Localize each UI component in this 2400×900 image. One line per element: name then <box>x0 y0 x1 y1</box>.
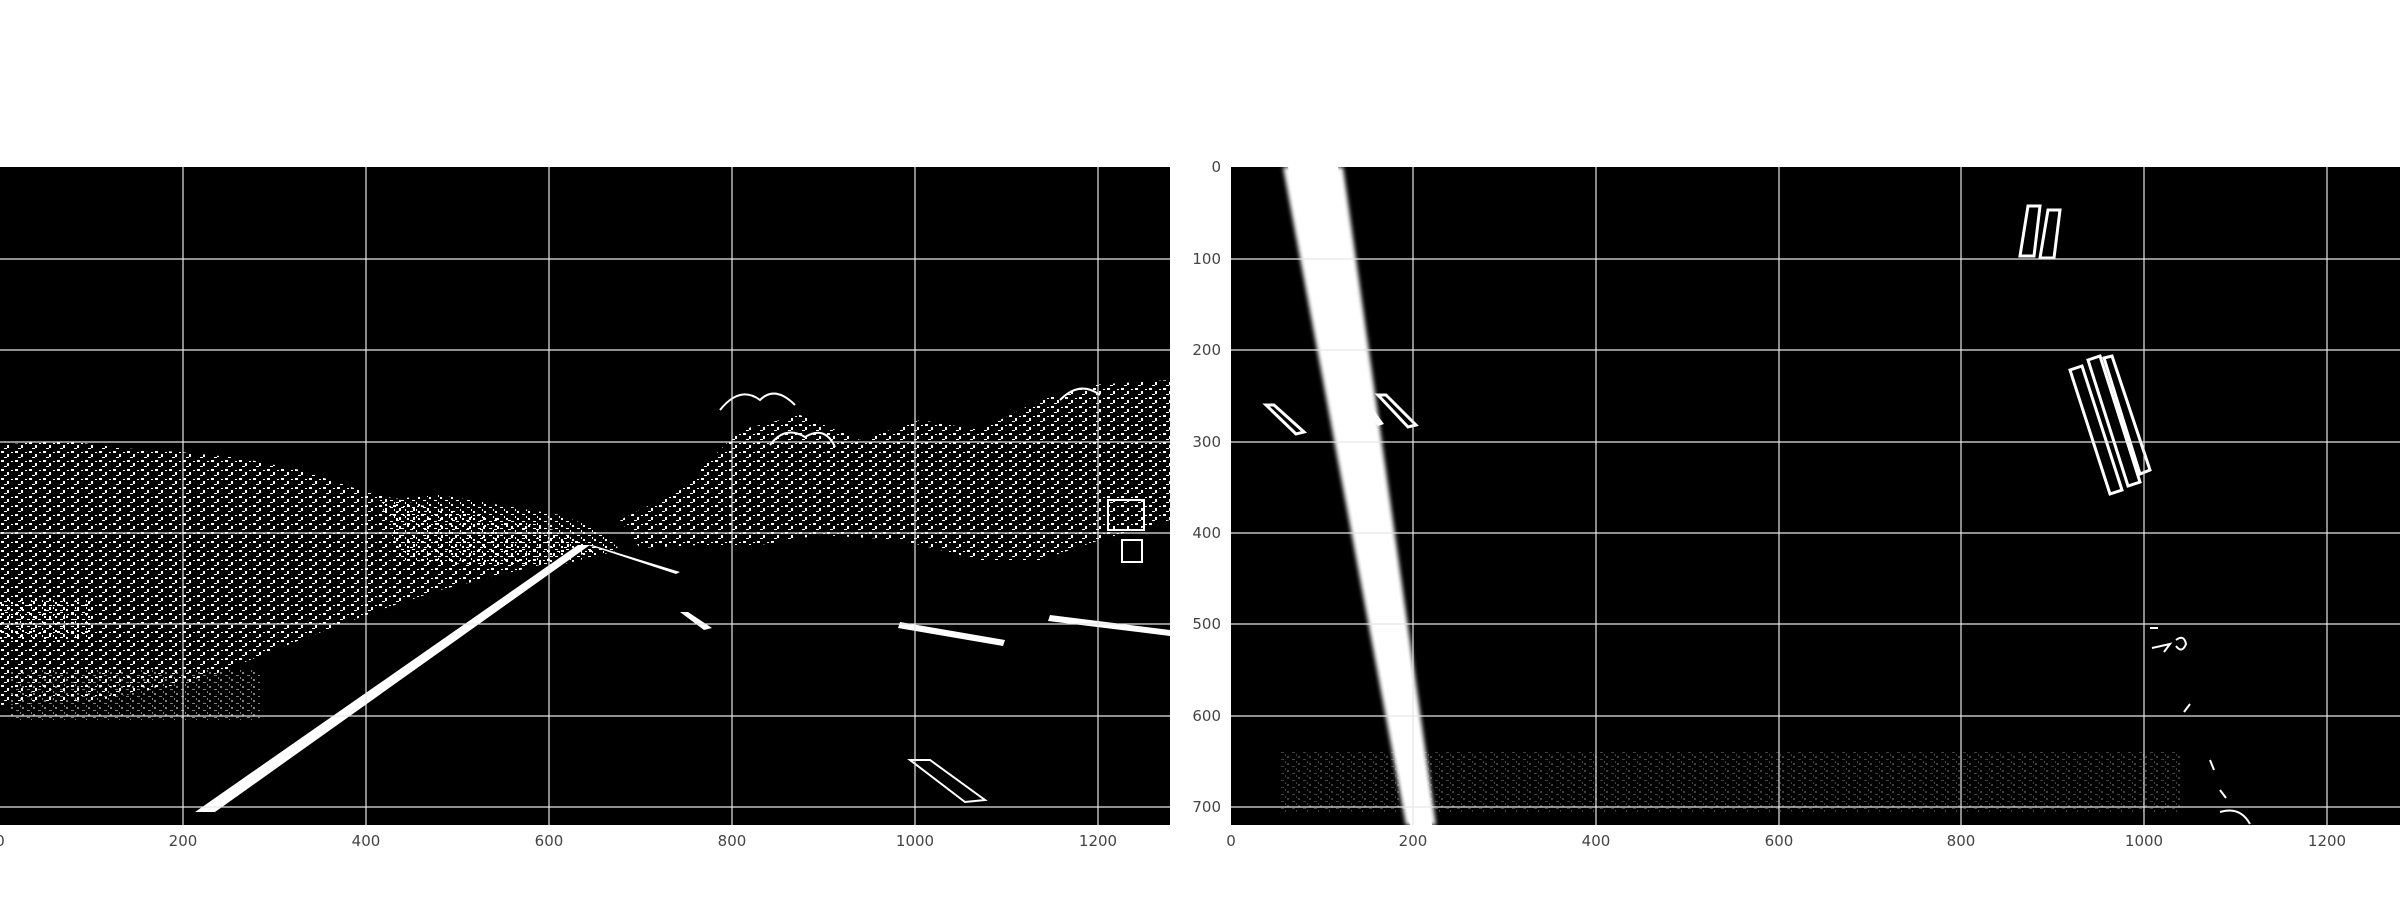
warped-mark-1 <box>1262 403 1308 436</box>
left-roadside-edges <box>0 600 90 640</box>
right-warped-content <box>1262 167 2251 825</box>
left-far-vegetation <box>380 495 620 565</box>
right-y-tick: 100 <box>1192 250 1221 268</box>
right-x-tick: 800 <box>1947 832 1976 850</box>
warped-far-marks-top <box>2018 204 2062 260</box>
lane-dash-4 <box>1048 615 1170 636</box>
left-x-axis: 0 200 400 600 800 1000 1200 <box>0 832 1117 850</box>
left-x-tick: 800 <box>718 832 747 850</box>
right-y-axis: 0 100 200 300 400 500 600 700 <box>1192 158 1221 816</box>
left-image-panel: 0 200 400 600 800 1000 1200 <box>0 167 1170 850</box>
right-y-tick: 200 <box>1192 341 1221 359</box>
right-x-tick: 1000 <box>2125 832 2163 850</box>
lane-dash-3 <box>898 622 1005 646</box>
right-y-tick: 300 <box>1192 433 1221 451</box>
sign-outline <box>1107 499 1145 531</box>
right-y-tick: 700 <box>1192 798 1221 816</box>
right-x-tick: 400 <box>1582 832 1611 850</box>
left-x-tick: 1200 <box>1079 832 1117 850</box>
warped-far-marks-low <box>2150 627 2251 825</box>
sign-outline-2 <box>1121 539 1143 563</box>
left-lane-line <box>195 545 590 812</box>
right-y-tick: 0 <box>1211 158 1221 176</box>
warped-mark-2 <box>1374 393 1419 429</box>
right-grid <box>1231 167 2400 825</box>
left-x-tick: 600 <box>535 832 564 850</box>
left-grass-edges <box>10 670 260 720</box>
left-x-tick: 200 <box>169 832 198 850</box>
left-x-tick: 1000 <box>896 832 934 850</box>
tree-outline-2 <box>769 431 836 448</box>
left-x-tick: 0 <box>0 832 5 850</box>
right-y-tick: 500 <box>1192 615 1221 633</box>
right-x-tick: 200 <box>1399 832 1428 850</box>
right-y-tick: 400 <box>1192 524 1221 542</box>
right-x-tick: 0 <box>1226 832 1236 850</box>
lane-dash-1 <box>588 545 680 574</box>
right-y-tick: 600 <box>1192 707 1221 725</box>
left-edge-content <box>0 380 1170 812</box>
lane-dash-2 <box>680 612 712 630</box>
left-grid <box>0 167 1170 825</box>
right-x-axis: 0 200 400 600 800 1000 1200 <box>1226 832 2346 850</box>
tree-outline-3 <box>1059 387 1101 401</box>
right-image-panel: 0 100 200 300 400 500 600 700 0 200 400 … <box>1192 158 2400 850</box>
warped-far-marks-mid <box>2068 354 2152 496</box>
right-x-tick: 600 <box>1765 832 1794 850</box>
left-vegetation-edges <box>0 440 600 705</box>
lane-dash-5 <box>907 759 988 804</box>
warped-mark-3 <box>1364 405 1384 426</box>
warped-noise <box>1280 752 2180 812</box>
right-x-tick: 1200 <box>2308 832 2346 850</box>
left-x-tick: 400 <box>352 832 381 850</box>
right-vegetation-edges <box>620 380 1170 560</box>
right-image-background <box>1231 167 2400 825</box>
